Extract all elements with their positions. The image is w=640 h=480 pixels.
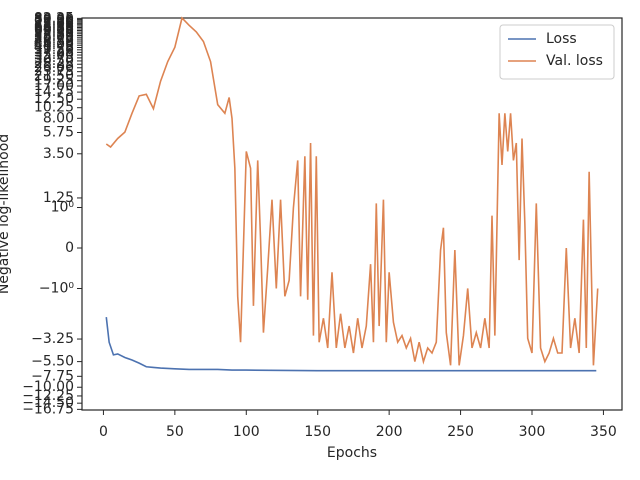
series-line bbox=[105, 317, 597, 372]
y-tick-label: 30.50 bbox=[34, 53, 74, 69]
y-tick-label: −10⁰ bbox=[39, 280, 75, 296]
y-tick-label: 26.00 bbox=[34, 60, 74, 76]
x-tick-label: 0 bbox=[99, 424, 108, 440]
y-tick-label: 32.75 bbox=[34, 50, 74, 66]
y-tick-label: −12.25 bbox=[22, 388, 74, 404]
series-line bbox=[105, 16, 599, 366]
y-tick-label: 5.75 bbox=[43, 124, 74, 140]
y-tick-label: 8.00 bbox=[43, 110, 74, 126]
x-axis-label: Epochs bbox=[327, 445, 377, 461]
y-tick-label: −5.50 bbox=[31, 354, 74, 370]
x-tick-label: 200 bbox=[376, 424, 403, 440]
x-tick-label: 150 bbox=[304, 424, 331, 440]
y-tick-label: 73.25 bbox=[34, 15, 74, 31]
x-tick-label: 250 bbox=[447, 424, 474, 440]
y-tick-label: 71.00 bbox=[34, 17, 74, 33]
y-tick-label: 53.00 bbox=[34, 29, 74, 45]
y-tick-label: −7.75 bbox=[31, 368, 74, 384]
y-tick-label: 80.00 bbox=[34, 12, 74, 28]
x-tick-label: 100 bbox=[233, 424, 260, 440]
y-tick-label: −10.00 bbox=[22, 379, 74, 395]
y-tick-label: 64.25 bbox=[34, 21, 74, 37]
y-tick-label: 62.00 bbox=[34, 23, 74, 39]
y-tick-label: 17.00 bbox=[34, 78, 74, 94]
legend-label: Val. loss bbox=[546, 53, 603, 69]
y-tick-label: 66.50 bbox=[34, 20, 74, 36]
y-tick-label: 68.75 bbox=[34, 18, 74, 34]
y-tick-label: 50.75 bbox=[34, 31, 74, 47]
y-tick-label: 35.00 bbox=[34, 47, 74, 63]
plot-frame bbox=[81, 17, 623, 411]
x-tick-label: 50 bbox=[166, 424, 184, 440]
y-tick-label: 0 bbox=[65, 240, 74, 256]
y-tick-label: 48.50 bbox=[34, 33, 74, 49]
y-tick-label: 1.25 bbox=[43, 190, 74, 206]
y-tick-label: 21.50 bbox=[34, 68, 74, 84]
y-tick-label: 3.50 bbox=[43, 146, 74, 162]
legend-label: Loss bbox=[546, 31, 577, 47]
y-tick-label: 12.50 bbox=[34, 91, 74, 107]
y-tick-label: 57.50 bbox=[34, 26, 74, 42]
y-tick-label: 28.25 bbox=[34, 56, 74, 72]
y-tick-label: 39.50 bbox=[34, 42, 74, 58]
y-tick-label: 82.25 bbox=[34, 10, 74, 26]
y-tick-label: 77.75 bbox=[34, 13, 74, 29]
y-tick-label: 14.75 bbox=[34, 84, 74, 100]
y-tick-label: 59.75 bbox=[34, 24, 74, 40]
y-tick-label: 75.50 bbox=[34, 14, 74, 30]
y-tick-label: −16.75 bbox=[22, 401, 74, 417]
y-tick-label: 46.25 bbox=[34, 35, 74, 51]
y-axis-label: Negative log-likelihood bbox=[0, 134, 12, 294]
y-tick-label: 44.00 bbox=[34, 37, 74, 53]
y-tick-label: 37.25 bbox=[34, 44, 74, 60]
x-tick-label: 350 bbox=[590, 424, 617, 440]
y-tick-label: 41.75 bbox=[34, 39, 74, 55]
y-tick-label: 55.25 bbox=[34, 27, 74, 43]
y-tick-label: 10⁰ bbox=[51, 200, 75, 216]
y-tick-label: −3.25 bbox=[31, 331, 74, 347]
x-tick-label: 300 bbox=[519, 424, 546, 440]
y-tick-label: −14.50 bbox=[22, 395, 74, 411]
y-tick-label: 10.25 bbox=[34, 100, 74, 116]
y-tick-label: 23.75 bbox=[34, 64, 74, 80]
y-tick-label: 19.25 bbox=[34, 73, 74, 89]
